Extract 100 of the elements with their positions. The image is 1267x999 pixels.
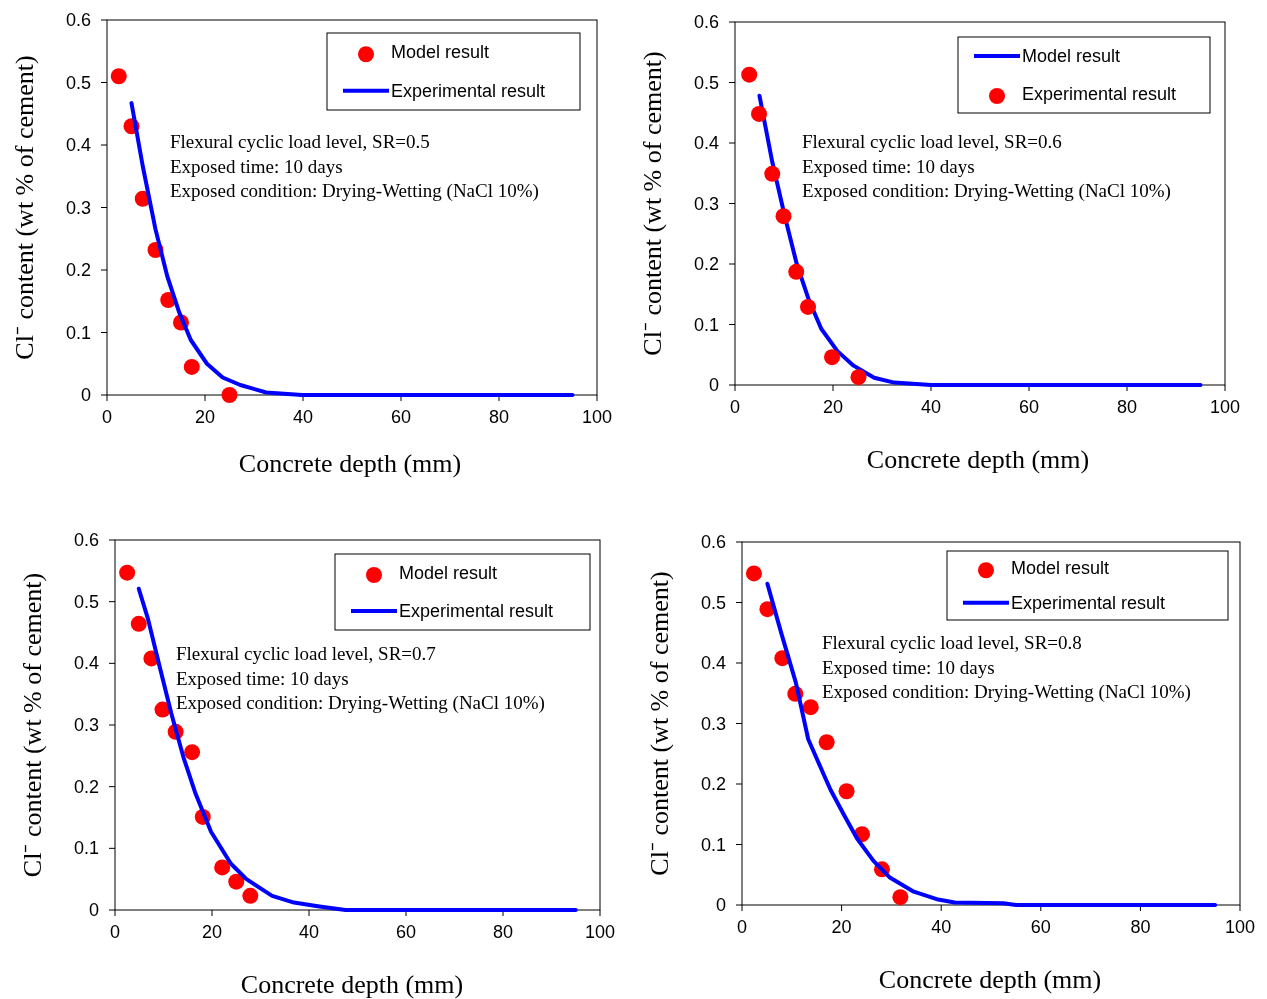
- x-tick-label: 0: [729, 397, 741, 417]
- line-series: [129, 101, 575, 397]
- y-tick-label: 0.6: [693, 12, 719, 32]
- point: [745, 565, 762, 582]
- point: [892, 889, 909, 906]
- x-tick-label: 0: [101, 407, 113, 427]
- legend-label: Experimental result: [1011, 592, 1166, 613]
- annotation: Flexural cyclic load level, SR=0.8: [822, 632, 1082, 653]
- annotation: Exposed condition: Drying-Wetting (NaCl 10%): [170, 180, 539, 202]
- x-tick-label: 0: [109, 922, 121, 942]
- annotation: Exposed condition: Drying-Wetting (NaCl 10%): [822, 681, 1191, 703]
- point: [751, 105, 768, 122]
- annotation: Exposed time: 10 days: [176, 667, 349, 689]
- x-tick-label: 60: [1030, 917, 1051, 937]
- x-tick-label: 20: [201, 922, 223, 942]
- x-tick-label: 40: [292, 407, 314, 427]
- y-tick-label: 0.5: [73, 591, 99, 612]
- legend-label: Model result: [1022, 46, 1121, 66]
- x-tick-label: 40: [298, 922, 320, 942]
- y-tick-label: 0.1: [73, 838, 99, 859]
- x-axis-title: Concrete depth (mm): [866, 445, 1090, 474]
- y-axis-title: Cl⁻ content (wt % of cement): [18, 572, 47, 878]
- x-tick-label: 0: [736, 917, 748, 937]
- y-tick-label: 0.3: [65, 197, 91, 218]
- point: [130, 615, 147, 632]
- x-tick-label: 100: [581, 407, 613, 427]
- x-tick-label: 20: [822, 397, 844, 417]
- x-tick-label: 80: [1116, 397, 1138, 417]
- point: [775, 208, 792, 225]
- y-tick-label: 0: [88, 900, 99, 920]
- point: [838, 783, 855, 800]
- point: [119, 564, 136, 581]
- y-tick-label: 0.1: [65, 322, 91, 343]
- x-tick-label: 60: [390, 407, 412, 427]
- point: [214, 859, 231, 876]
- x-axis-title: Concrete depth (mm): [240, 970, 464, 999]
- point: [818, 734, 835, 751]
- y-tick-label: 0.6: [700, 532, 726, 552]
- y-tick-label: 0.3: [73, 715, 99, 735]
- y-tick-label: 0.2: [700, 774, 726, 794]
- y-tick-label: 0: [708, 375, 719, 395]
- x-axis-title: Concrete depth (mm): [238, 449, 462, 478]
- point: [850, 369, 867, 386]
- line-series: [765, 581, 1218, 907]
- y-tick-label: 0.3: [700, 713, 726, 734]
- point: [242, 887, 259, 904]
- annotation: Flexural cyclic load level, SR=0.5: [170, 131, 430, 152]
- point: [824, 349, 841, 366]
- point: [802, 699, 819, 716]
- point: [800, 298, 817, 315]
- y-tick-label: 0.2: [65, 260, 91, 280]
- annotation: Exposed condition: Drying-Wetting (NaCl 10%): [802, 180, 1171, 202]
- y-tick-label: 0.2: [693, 254, 719, 274]
- x-tick-label: 80: [492, 922, 514, 942]
- legend-label: Model result: [1011, 558, 1110, 579]
- x-tick-label: 80: [488, 407, 510, 427]
- y-axis-title: Cl⁻ content (wt % of cement): [638, 51, 667, 356]
- y-tick-label: 0.6: [65, 10, 91, 30]
- x-tick-label: 100: [584, 922, 616, 942]
- legend-label: Experimental result: [1022, 84, 1177, 104]
- x-tick-label: 40: [931, 917, 952, 937]
- legend-label: Experimental result: [399, 601, 554, 621]
- x-tick-label: 100: [1209, 397, 1241, 417]
- x-tick-label: 100: [1224, 917, 1256, 937]
- y-tick-label: 0.4: [65, 135, 91, 155]
- x-tick-label: 40: [920, 397, 942, 417]
- annotation: Exposed time: 10 days: [822, 656, 995, 678]
- legend-label: Experimental result: [391, 80, 546, 101]
- y-tick-label: 0.5: [65, 72, 91, 93]
- y-tick-label: 0: [715, 895, 726, 915]
- point: [184, 744, 201, 761]
- point: [183, 358, 200, 375]
- y-tick-label: 0.5: [693, 72, 719, 93]
- x-tick-label: 60: [395, 922, 417, 942]
- point: [741, 66, 758, 83]
- y-axis-title: Cl⁻ content (wt % of cement): [10, 55, 39, 360]
- y-tick-label: 0.5: [700, 592, 726, 613]
- point: [764, 165, 781, 182]
- annotation: Flexural cyclic load level, SR=0.7: [176, 643, 436, 664]
- x-tick-label: 20: [194, 407, 216, 427]
- y-tick-label: 0.2: [73, 776, 99, 797]
- y-tick-label: 0.4: [700, 653, 726, 673]
- point: [788, 263, 805, 280]
- y-tick-label: 0.1: [693, 314, 719, 335]
- point: [221, 387, 238, 403]
- annotation: Flexural cyclic load level, SR=0.6: [802, 131, 1062, 152]
- legend-label: Model result: [399, 563, 498, 583]
- y-tick-label: 0.3: [693, 193, 719, 214]
- annotation: Exposed time: 10 days: [170, 155, 343, 177]
- y-tick-label: 0.4: [73, 653, 99, 674]
- annotation: Exposed time: 10 days: [802, 155, 975, 177]
- point: [228, 873, 245, 890]
- annotation: Exposed condition: Drying-Wetting (NaCl 10%): [176, 692, 545, 714]
- y-tick-label: 0.4: [693, 133, 719, 153]
- y-axis-title: Cl⁻ content (wt % of cement): [645, 571, 674, 876]
- y-tick-label: 0.6: [73, 530, 99, 550]
- point: [110, 68, 127, 85]
- x-tick-label: 60: [1018, 397, 1040, 417]
- y-tick-label: 0.1: [700, 834, 726, 855]
- x-axis-title: Concrete depth (mm): [878, 965, 1102, 994]
